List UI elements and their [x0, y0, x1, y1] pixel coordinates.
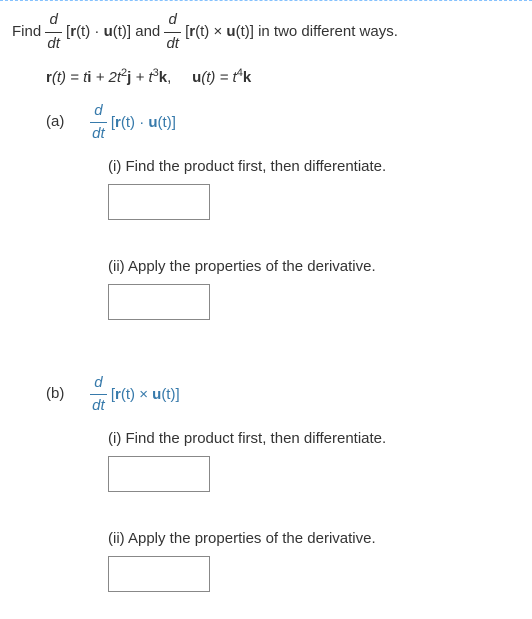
- a-u: u: [148, 113, 157, 130]
- expr1-t2: (t)]: [113, 23, 131, 40]
- frac-1: d dt: [45, 9, 62, 55]
- part-b-ii-text: (ii) Apply the properties of the derivat…: [108, 528, 520, 551]
- given-plus2: + t: [131, 69, 152, 86]
- u-bold: u: [104, 23, 113, 40]
- frac-a: d dt: [90, 100, 107, 146]
- given-line: r(t) = ti + 2t2j + t3k, u(t) = t4k: [46, 65, 520, 90]
- intro-and: and: [135, 23, 164, 40]
- u-bold-2: u: [226, 23, 235, 40]
- intro-suffix: in two different ways.: [258, 23, 398, 40]
- part-a-label: (a): [46, 111, 86, 134]
- given-k: k: [159, 69, 167, 86]
- a-t1: (t) ·: [121, 113, 149, 130]
- b-t1: (t) ×: [121, 385, 152, 402]
- given-u-eq: (t) = t: [201, 69, 236, 86]
- given-u: u: [192, 69, 201, 86]
- answer-box-b-i[interactable]: [108, 450, 520, 500]
- given-r-eq: (t) = t: [52, 69, 87, 86]
- intro-prefix: Find: [12, 23, 45, 40]
- part-a-header: (a) d dt [r(t) · u(t)]: [46, 100, 520, 146]
- given-comma: ,: [167, 69, 171, 86]
- expr2-t1: (t) ×: [195, 23, 226, 40]
- part-a-ii-text: (ii) Apply the properties of the derivat…: [108, 256, 520, 279]
- expr2-t2: (t)]: [236, 23, 254, 40]
- part-b-label: (b): [46, 383, 86, 406]
- answer-box-a-i[interactable]: [108, 178, 520, 228]
- part-b-i-text: (i) Find the product first, then differe…: [108, 428, 520, 451]
- given-k2: k: [243, 69, 251, 86]
- b-u: u: [152, 385, 161, 402]
- a-t2: (t)]: [158, 113, 176, 130]
- b-t2: (t)]: [161, 385, 179, 402]
- answer-box-b-ii[interactable]: [108, 550, 520, 600]
- expr1-t1: (t) ·: [76, 23, 104, 40]
- intro-line: Find d dt [r(t) · u(t)] and d dt [r(t) ×…: [12, 9, 520, 55]
- part-b-header: (b) d dt [r(t) × u(t)]: [46, 372, 520, 418]
- frac-b: d dt: [90, 372, 107, 418]
- answer-box-a-ii[interactable]: [108, 278, 520, 328]
- frac-2: d dt: [164, 9, 181, 55]
- part-a-i-text: (i) Find the product first, then differe…: [108, 156, 520, 179]
- given-plus1: + 2t: [91, 69, 121, 86]
